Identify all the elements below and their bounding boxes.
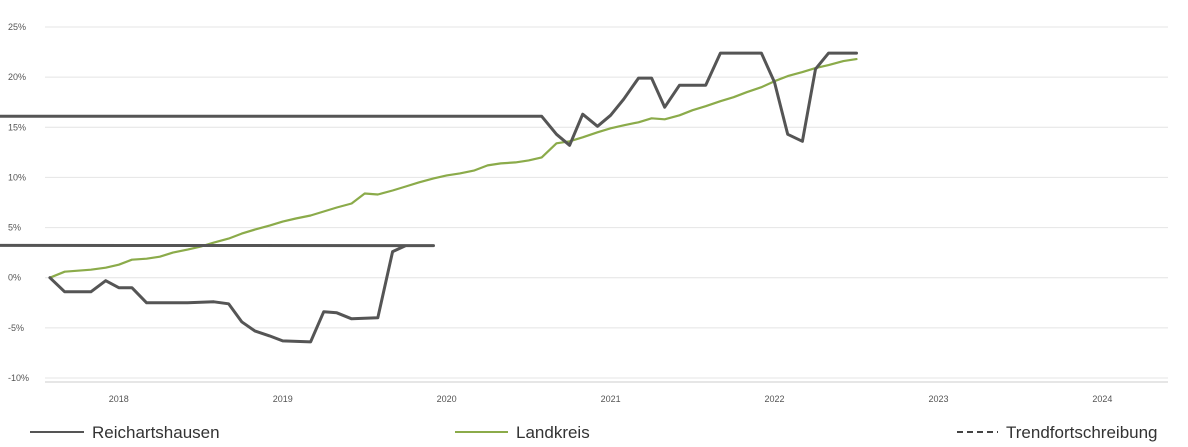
x-tick-label: 2019: [273, 394, 293, 404]
y-tick-label: 0%: [8, 273, 21, 283]
series-lines: [0, 51, 858, 344]
y-tick-label: 10%: [8, 172, 26, 182]
series-line-landkreis: [48, 58, 858, 279]
legend: Reichartshausen Landkreis Trendfortschreib…: [30, 423, 1158, 442]
x-axis-ticks: 2018 2019 2020 2021 2022 2023 2024: [45, 381, 1168, 404]
x-tick-label: 2020: [437, 394, 457, 404]
y-axis-ticks: 25% 20% 15% 10% 5% 0% -5% -10%: [8, 22, 29, 383]
x-tick-label: 2022: [765, 394, 785, 404]
y-tick-label: -10%: [8, 373, 29, 383]
y-tick-label: 5%: [8, 223, 21, 233]
legend-label: Trendfortschreibung: [1006, 423, 1158, 442]
grid-lines: [45, 26, 1168, 379]
legend-label: Landkreis: [516, 423, 590, 442]
legend-label: Reichartshausen: [92, 423, 220, 442]
y-tick-label: -5%: [8, 323, 24, 333]
x-tick-label: 2021: [601, 394, 621, 404]
series-line-reichartshausen: [0, 51, 858, 344]
y-tick-label: 15%: [8, 122, 26, 132]
x-tick-label: 2018: [109, 394, 129, 404]
y-tick-label: 20%: [8, 72, 26, 82]
x-tick-label: 2024: [1092, 394, 1112, 404]
x-tick-label: 2023: [928, 394, 948, 404]
y-tick-label: 25%: [8, 22, 26, 32]
